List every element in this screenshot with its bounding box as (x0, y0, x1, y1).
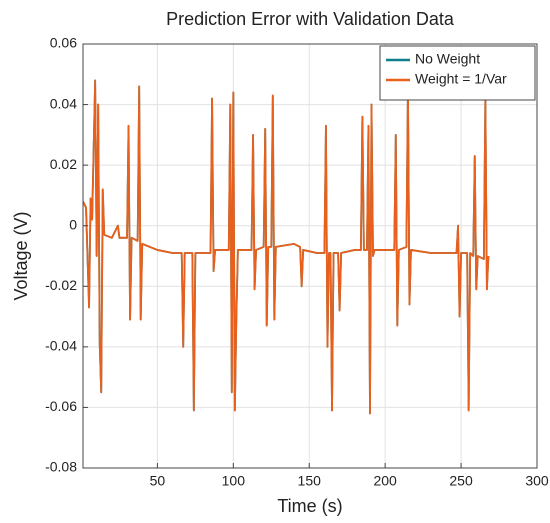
y-tick-label: -0.04 (45, 338, 77, 354)
x-axis-label: Time (s) (277, 496, 342, 516)
y-tick-label: -0.02 (45, 277, 77, 293)
y-tick-label: 0.04 (50, 95, 77, 111)
series-line (83, 79, 490, 415)
legend-box (379, 45, 536, 101)
legend: No Weight Weight = 1/Var (379, 45, 536, 101)
y-tick-label: 0.06 (50, 35, 77, 51)
x-tick-label: 200 (373, 473, 397, 489)
x-tick-label: 250 (449, 473, 473, 489)
y-tick-label: 0.02 (50, 156, 77, 172)
plot-frame (82, 43, 538, 469)
chart-title: Prediction Error with Validation Data (166, 9, 455, 29)
legend-label: Weight = 1/Var (415, 71, 507, 87)
x-tick-label: 50 (150, 473, 166, 489)
x-tick-label: 100 (222, 473, 246, 489)
y-tick-label: 0 (69, 216, 77, 232)
lines (83, 79, 490, 415)
y-axis-label: Voltage (V) (11, 211, 31, 300)
x-tick-label: 150 (298, 473, 322, 489)
y-tick-label: -0.08 (45, 459, 77, 475)
y-tick-label: -0.06 (45, 398, 77, 414)
legend-label: No Weight (415, 51, 480, 67)
x-tick-label: 300 (525, 473, 549, 489)
